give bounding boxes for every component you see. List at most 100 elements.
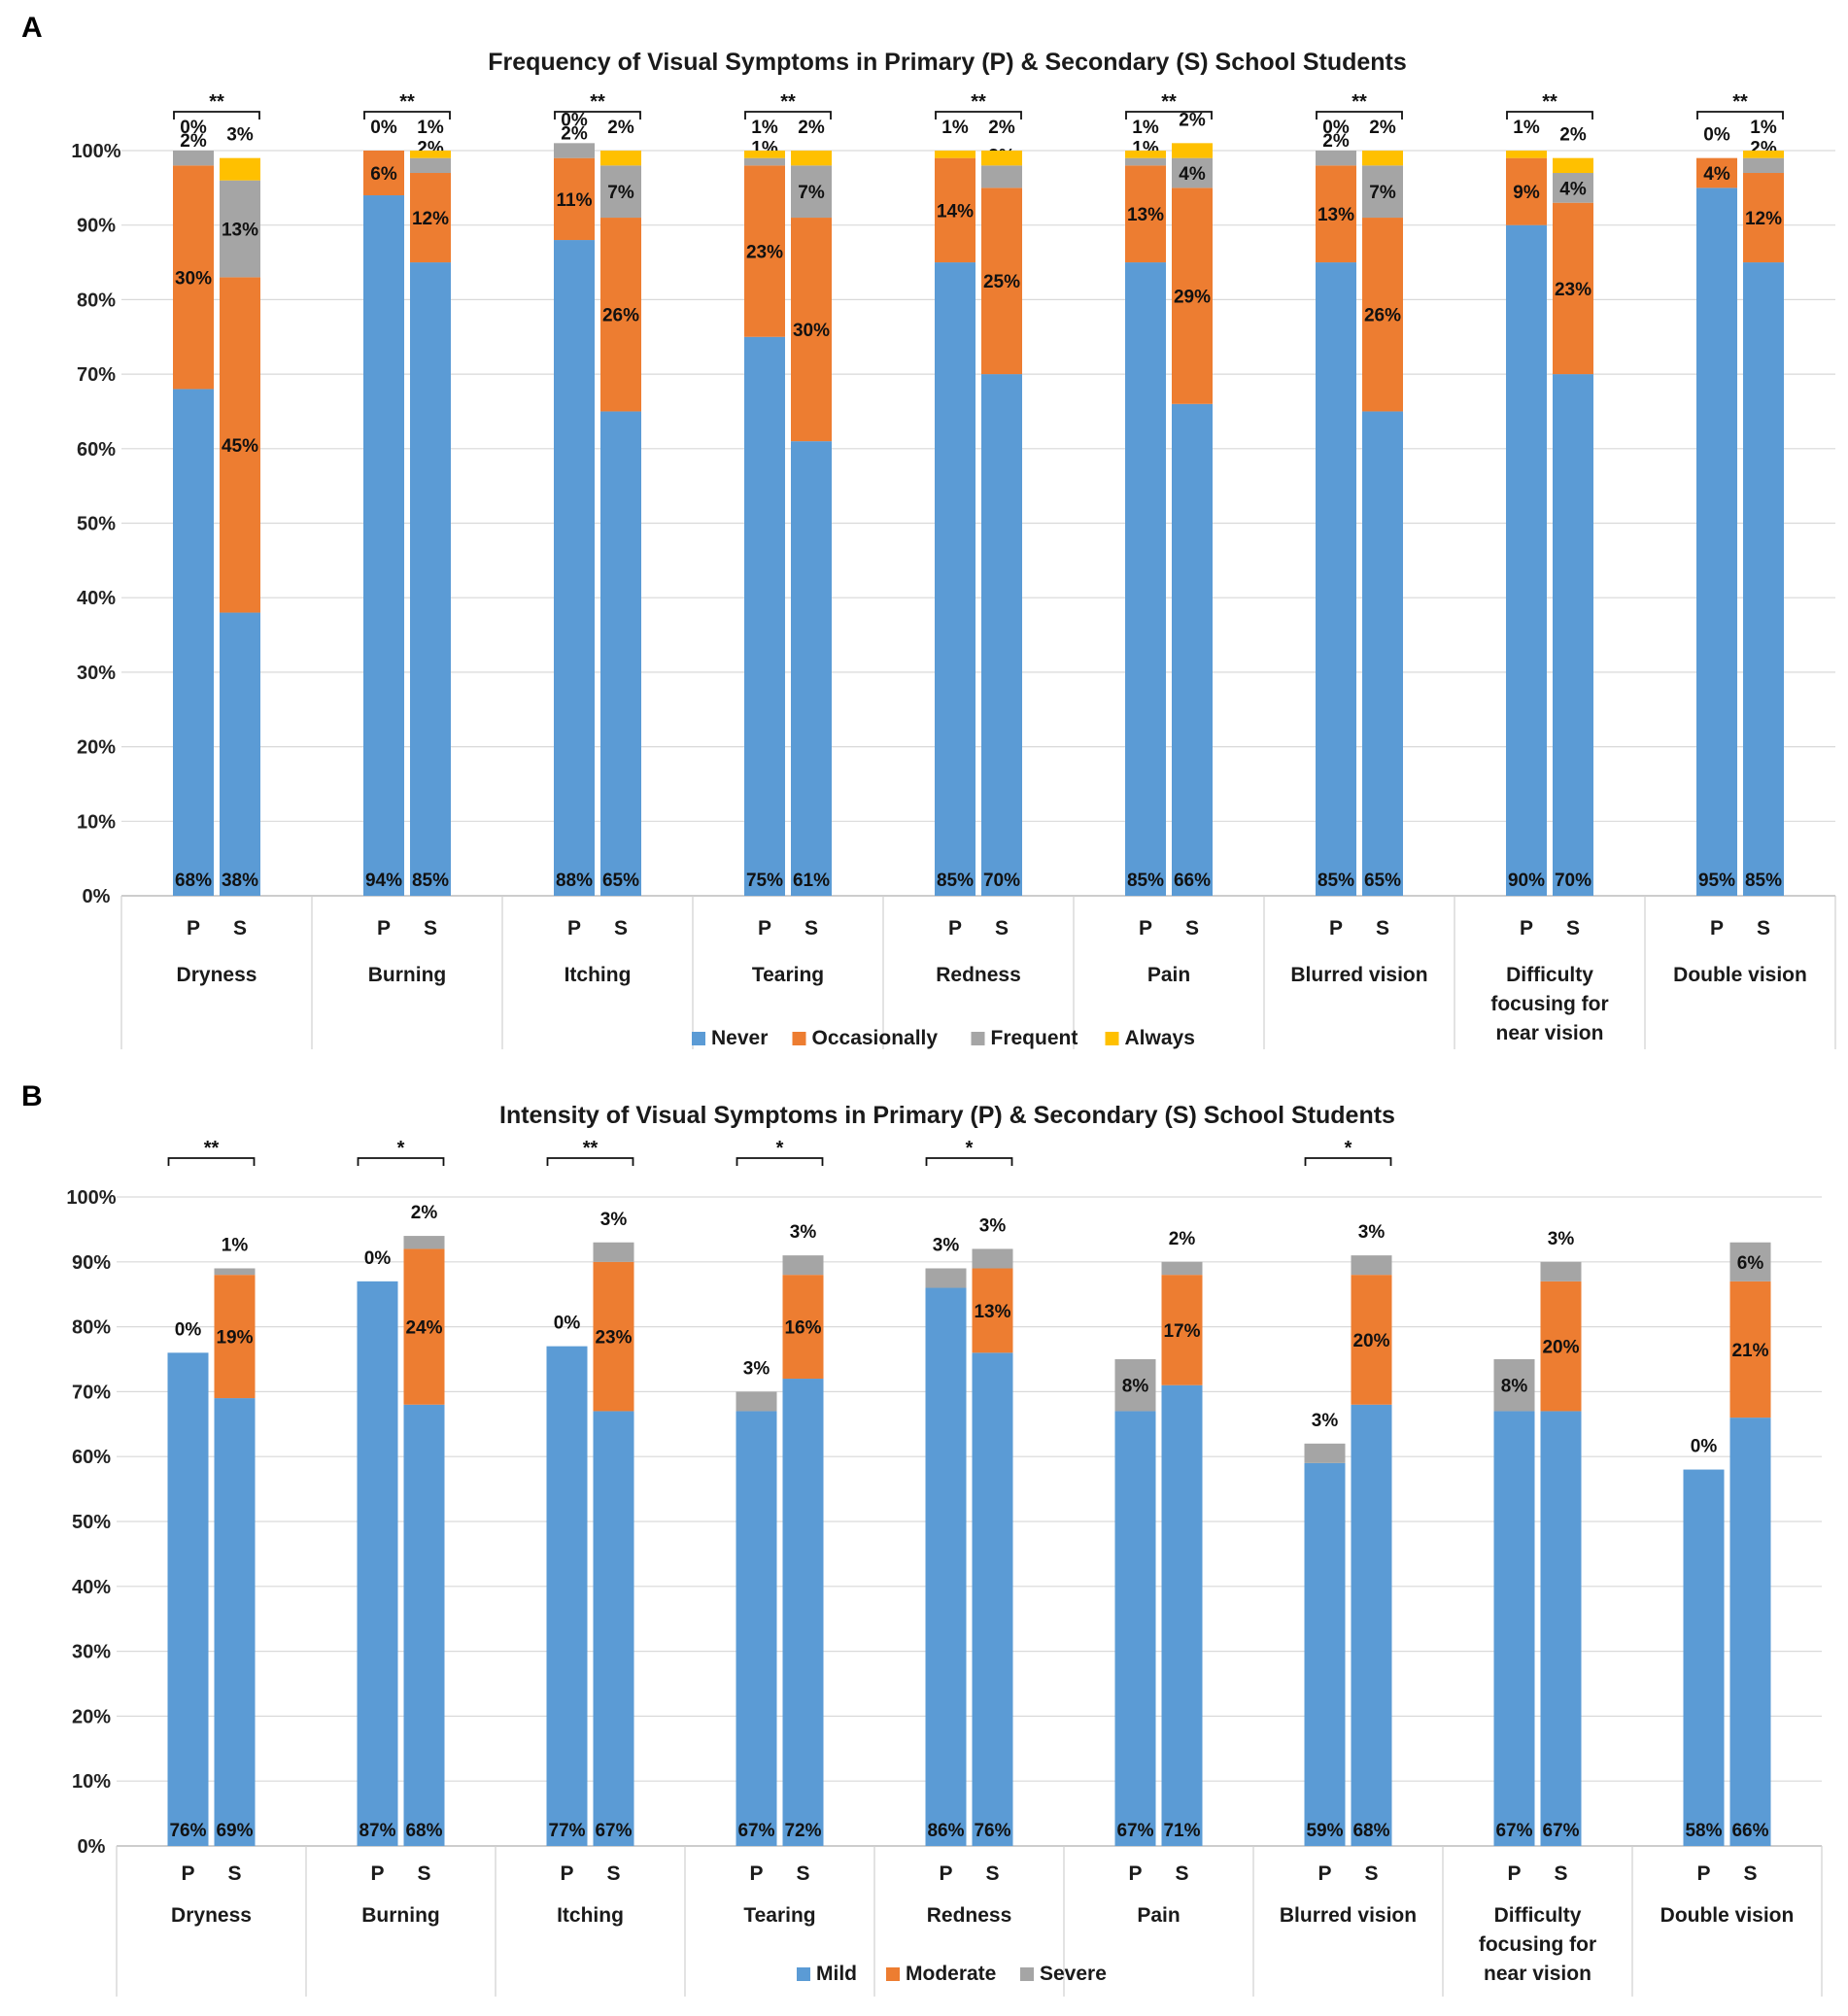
bar-mild-S <box>782 1379 824 1846</box>
group-label-P: P <box>1520 917 1533 940</box>
bar-frequent-P <box>1125 157 1166 166</box>
bar-occasionally-S <box>1172 188 1213 404</box>
data-label-mild: 59% <box>1306 1821 1343 1841</box>
bar-occasionally-P <box>1506 157 1547 225</box>
data-label-always: 1% <box>417 118 444 138</box>
bar-frequent-P <box>1316 151 1356 166</box>
data-label-severe: 0% <box>175 1319 202 1340</box>
data-label-moderate: 21% <box>1731 1341 1768 1361</box>
significance-marker: * <box>966 1138 974 1159</box>
bar-severe-P <box>1114 1359 1156 1412</box>
bar-severe-S <box>1351 1255 1392 1276</box>
data-label-severe: 0% <box>1691 1437 1718 1457</box>
data-label-severe: 0% <box>554 1314 581 1334</box>
y-tick-label: 90% <box>72 1252 111 1274</box>
bar-severe-P <box>736 1391 777 1412</box>
significance-bracket <box>1506 111 1593 120</box>
group-label-S: S <box>995 917 1009 940</box>
data-label-mild: 68% <box>405 1821 442 1841</box>
legend-label: Frequent <box>991 1027 1078 1049</box>
bar-mild-P <box>1683 1469 1725 1846</box>
bar-occasionally-S <box>981 188 1022 375</box>
bar-occasionally-P <box>173 165 214 390</box>
data-label-occasionally: 23% <box>1555 280 1591 300</box>
data-label-occasionally: 26% <box>1364 306 1401 326</box>
category-label: Double vision <box>1673 964 1807 986</box>
data-label-severe: 8% <box>1122 1377 1149 1397</box>
data-label-moderate: 16% <box>784 1318 821 1339</box>
y-tick-label: 70% <box>72 1382 111 1403</box>
category-label: Tearing <box>752 964 824 986</box>
data-label-never: 70% <box>983 871 1020 891</box>
legend-label: Severe <box>1040 1963 1107 1985</box>
bar-mild-P <box>1493 1411 1535 1846</box>
data-label-occasionally: 9% <box>1513 183 1540 203</box>
bar-occasionally-S <box>1743 173 1784 263</box>
significance-marker: ** <box>399 91 415 113</box>
data-label-mild: 67% <box>1495 1821 1532 1841</box>
y-tick-label: 40% <box>77 588 116 609</box>
category-label-line: Tearing <box>752 964 824 986</box>
category-label: Difficulty focusing for near vision <box>1479 1904 1596 1985</box>
data-label-moderate: 20% <box>1352 1331 1389 1351</box>
group-label-P: P <box>370 1862 384 1885</box>
panel-letter: B <box>21 1080 43 1112</box>
data-label-severe: 2% <box>411 1203 438 1223</box>
data-label-moderate: 17% <box>1163 1321 1200 1342</box>
significance-bracket <box>925 1157 1013 1166</box>
bar-occasionally-S <box>600 218 641 412</box>
bar-occasionally-P <box>363 151 404 196</box>
data-label-never: 94% <box>365 871 402 891</box>
data-label-mild: 76% <box>169 1821 206 1841</box>
bar-moderate-S <box>1729 1281 1771 1418</box>
legend-swatch-never <box>692 1032 705 1045</box>
data-label-mild: 67% <box>737 1821 774 1841</box>
bar-frequent-P <box>744 157 785 166</box>
significance-bracket <box>1125 111 1213 120</box>
chart-panel-A: A Frequency of Visual Symptoms in Primary… <box>21 12 1836 1049</box>
data-label-mild: 66% <box>1731 1821 1768 1841</box>
bar-never-S <box>220 612 260 896</box>
y-tick-label: 80% <box>77 290 116 311</box>
data-label-occasionally: 23% <box>746 243 783 263</box>
category-label-line: focusing for <box>1479 1933 1596 1956</box>
y-tick-label: 20% <box>72 1706 111 1727</box>
data-label-severe: 8% <box>1501 1377 1528 1397</box>
bar-occasionally-S <box>791 218 832 442</box>
data-label-mild: 67% <box>595 1821 632 1841</box>
y-tick-label: 0% <box>78 1836 106 1858</box>
bar-always-P <box>1506 151 1547 158</box>
y-tick-label: 80% <box>72 1317 111 1339</box>
data-label-moderate: 23% <box>595 1328 632 1349</box>
group-label-S: S <box>1175 1862 1188 1885</box>
bar-severe-S <box>1729 1242 1771 1281</box>
bar-frequent-S <box>1362 165 1403 219</box>
data-label-always: 1% <box>941 118 969 138</box>
bar-mild-P <box>1114 1411 1156 1846</box>
bar-mild-P <box>925 1287 967 1846</box>
bar-severe-S <box>593 1242 634 1262</box>
category-label-line: Difficulty <box>1506 964 1593 986</box>
legend-label: Never <box>711 1027 768 1049</box>
bar-occasionally-P <box>744 165 785 337</box>
data-label-always: 1% <box>1132 118 1159 138</box>
data-label-frequent: 2% <box>1322 131 1350 152</box>
category-label-line: Tearing <box>743 1904 815 1927</box>
bar-frequent-P <box>173 151 214 166</box>
data-label-frequent: 4% <box>1179 164 1206 185</box>
data-label-never: 85% <box>937 871 974 891</box>
chart-panel-B: B Intensity of Visual Symptoms in Primary… <box>21 1080 1823 1997</box>
data-label-always: 3% <box>226 125 254 146</box>
data-label-always: 1% <box>751 118 778 138</box>
group-label-P: P <box>1329 917 1343 940</box>
data-label-severe: 3% <box>790 1222 817 1243</box>
bar-moderate-S <box>214 1275 256 1399</box>
data-label-never: 65% <box>602 871 639 891</box>
legend: Mild Moderate Severe <box>797 1963 1107 1985</box>
legend-label: Moderate <box>906 1963 996 1985</box>
data-label-moderate: 19% <box>216 1328 253 1349</box>
data-label-frequent: 7% <box>798 183 825 203</box>
data-label-never: 85% <box>412 871 449 891</box>
significance-bracket <box>744 111 832 120</box>
group-label-P: P <box>948 917 962 940</box>
